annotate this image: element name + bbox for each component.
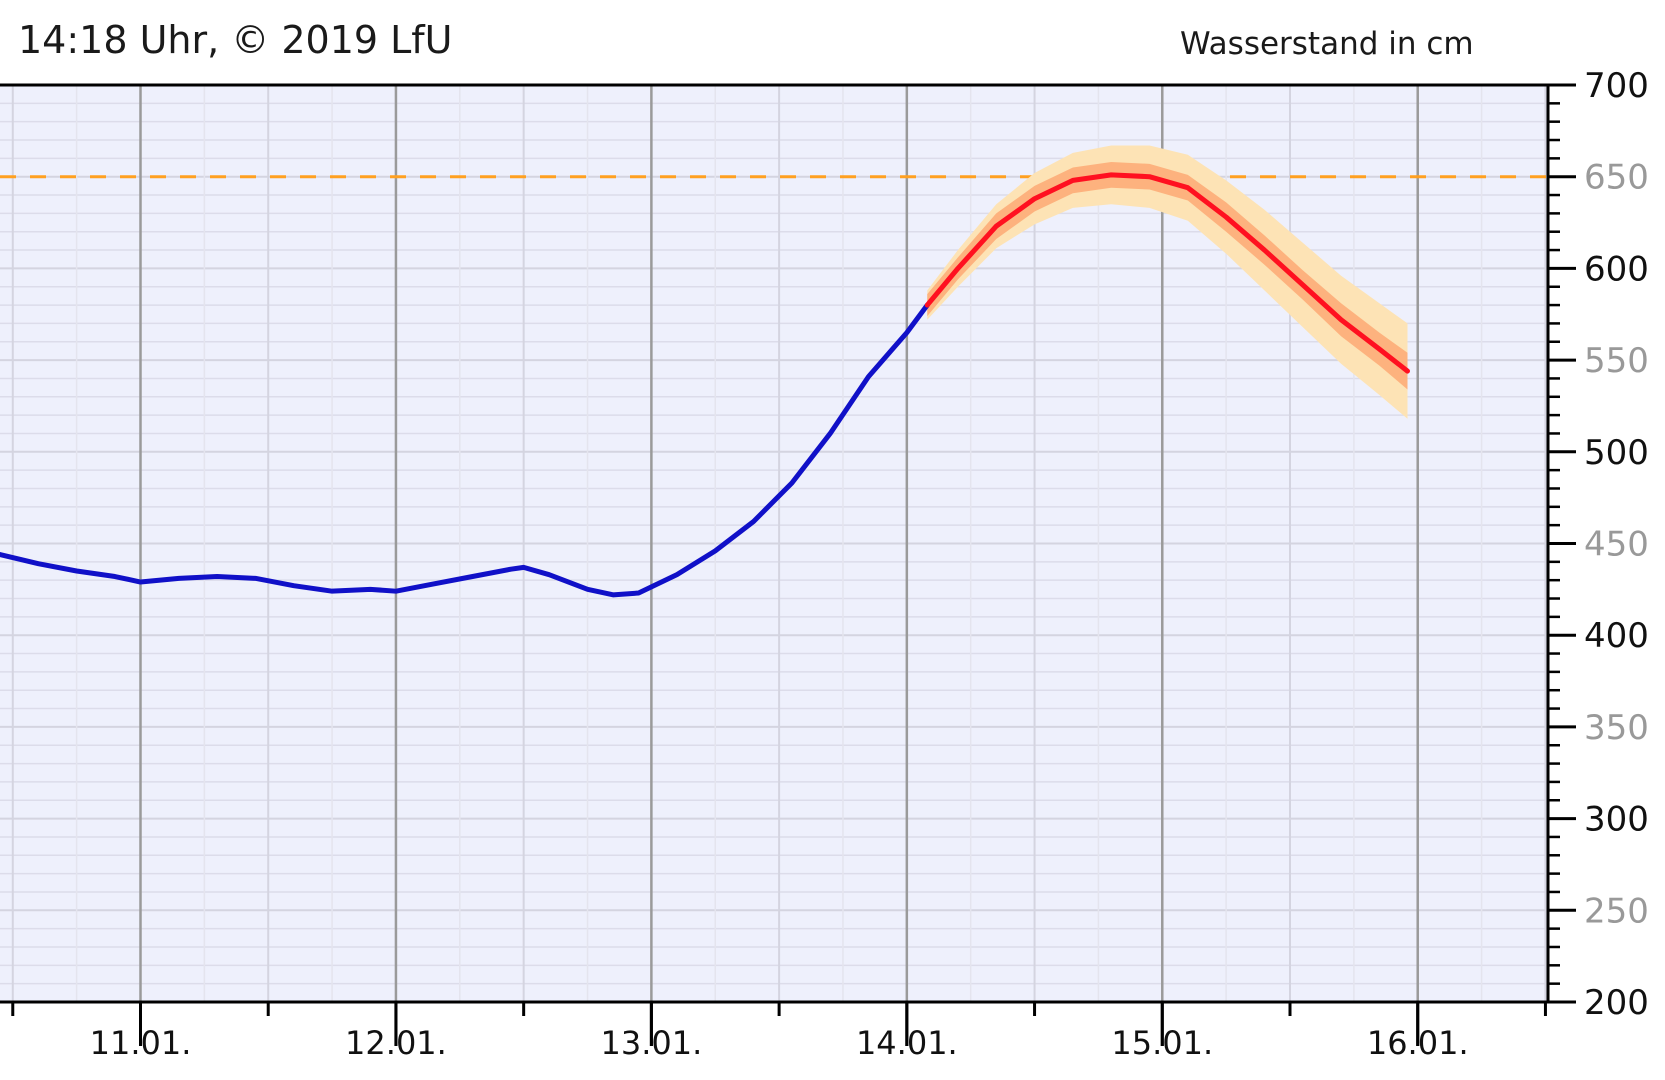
x-tick-label: 12.01. [345,1024,447,1062]
x-tick-label: 15.01. [1111,1024,1213,1062]
timestamp-copyright: 14:18 Uhr, © 2019 LfU [18,18,453,62]
y-tick-label: 200 [1584,983,1649,1023]
forecast-series-line [924,172,1411,374]
measured-series-line [0,302,930,598]
x-tick-label: 14.01. [856,1024,958,1062]
forecast-band-outer [927,145,1408,419]
x-tick-label: 16.01. [1367,1024,1469,1062]
y-tick-label: 600 [1584,249,1649,289]
y-tick-label: 350 [1584,708,1649,748]
y-tick-label: 550 [1584,341,1649,381]
y-tick-label: 300 [1584,800,1649,840]
unit-title: Wasserstand in cm [1180,26,1474,62]
y-tick-label: 500 [1584,433,1649,473]
y-tick-label: 250 [1584,891,1649,931]
y-tick-label: 400 [1584,616,1649,656]
x-tick-label: 11.01. [90,1024,192,1062]
y-tick-label: 700 [1584,66,1649,106]
x-tick-label: 13.01. [600,1024,702,1062]
y-tick-label: 450 [1584,525,1649,565]
y-tick-label: 650 [1584,158,1649,198]
